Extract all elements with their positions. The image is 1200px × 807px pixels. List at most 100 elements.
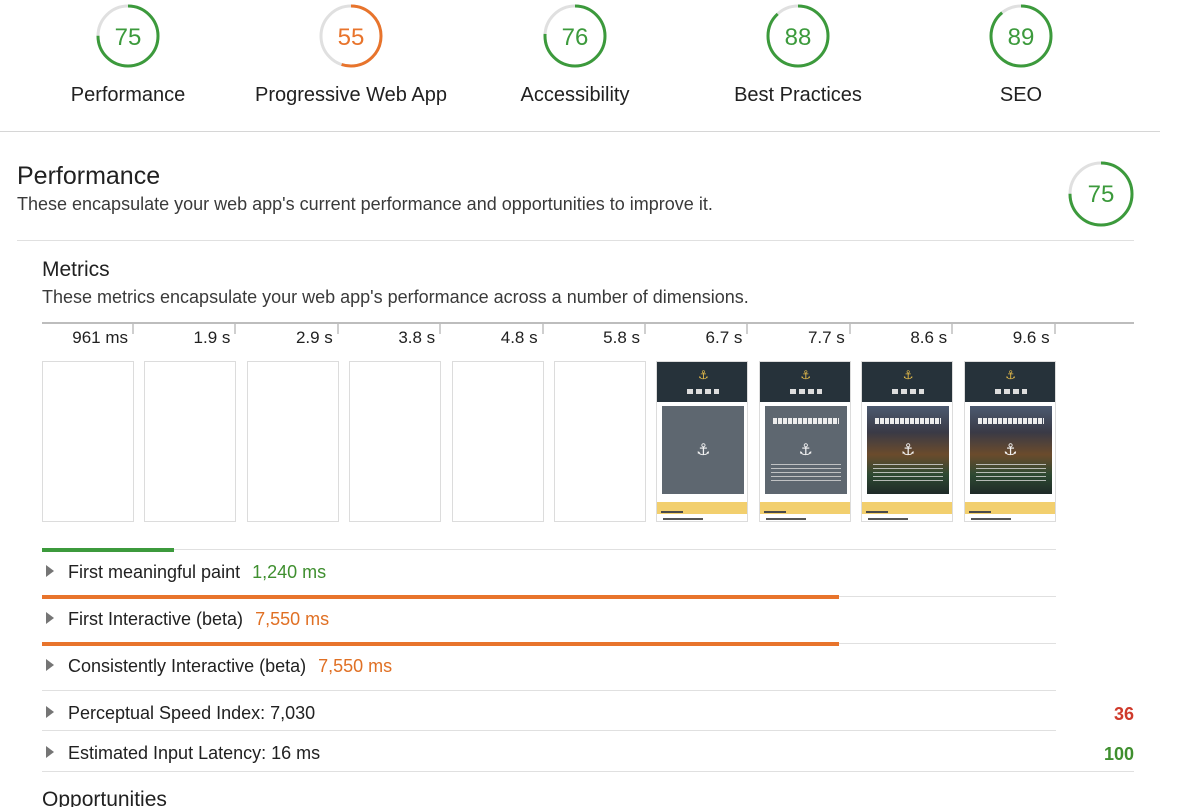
filmstrip-time-label: 1.9 s bbox=[193, 328, 231, 347]
metric-row[interactable]: Consistently Interactive (beta) 7,550 ms bbox=[42, 654, 1134, 682]
gauge-ring: 89 bbox=[989, 4, 1053, 68]
metric-divider bbox=[42, 690, 1056, 691]
timeline-tick bbox=[132, 324, 134, 334]
filmstrip-time-label: 3.8 s bbox=[398, 328, 436, 347]
frame-site-header: ⚓ bbox=[964, 362, 1055, 402]
expand-caret-icon[interactable] bbox=[46, 746, 54, 758]
metric-timeline-bar bbox=[42, 595, 839, 599]
anchor-logo-icon: ⚓ bbox=[698, 368, 709, 382]
metric-value: 7,550 ms bbox=[318, 656, 393, 676]
filmstrip-time-label: 8.6 s bbox=[910, 328, 948, 347]
metric-label: Estimated Input Latency: 16 ms bbox=[68, 743, 321, 763]
metric-timeline-bar bbox=[42, 548, 174, 552]
gauge-best-practices[interactable]: 88 Best Practices bbox=[693, 2, 903, 107]
opportunities-title: Opportunities bbox=[42, 788, 167, 807]
section-divider bbox=[17, 240, 1134, 241]
frame-footer bbox=[862, 502, 953, 514]
frame-nav bbox=[994, 389, 1027, 394]
frame-hero-text bbox=[975, 464, 1046, 482]
metric-label: Perceptual Speed Index: 7,030 bbox=[68, 703, 316, 723]
timeline-tick bbox=[644, 324, 646, 334]
frame-subfooter bbox=[663, 518, 704, 520]
gauge-label: Progressive Web App bbox=[255, 84, 447, 106]
gauge-accessibility[interactable]: 76 Accessibility bbox=[470, 2, 680, 107]
frame-nav bbox=[789, 389, 822, 394]
filmstrip-frame: ⚓ ⚓ bbox=[656, 361, 749, 522]
frame-footer-bar bbox=[968, 511, 991, 513]
frame-subfooter bbox=[868, 518, 909, 520]
metric-name: First Interactive (beta) 7,550 ms bbox=[68, 609, 329, 630]
filmstrip-frame: ⚓ ⚓ bbox=[861, 361, 954, 522]
filmstrip-frame bbox=[144, 361, 237, 522]
gauge-ring: 75 bbox=[1068, 161, 1134, 227]
frame-site-header: ⚓ bbox=[759, 362, 850, 402]
filmstrip-time-label: 9.6 s bbox=[1012, 328, 1050, 347]
gauge-score: 75 bbox=[115, 24, 142, 51]
gauge-ring: 55 bbox=[319, 4, 383, 68]
anchor-icon: ⚓ bbox=[901, 442, 916, 459]
filmstrip-time-label: 961 ms bbox=[72, 328, 128, 347]
anchor-logo-icon: ⚓ bbox=[902, 368, 914, 382]
anchor-icon: ⚓ bbox=[1003, 442, 1018, 459]
filmstrip-timeline bbox=[42, 322, 1134, 324]
gauge-score: 76 bbox=[562, 24, 589, 51]
filmstrip-frame: ⚓ ⚓ bbox=[963, 361, 1056, 522]
frame-footer-bar bbox=[763, 511, 786, 513]
metric-score: 100 bbox=[1103, 744, 1134, 764]
metrics-title: Metrics bbox=[42, 258, 110, 281]
metric-name: Consistently Interactive (beta) 7,550 ms bbox=[68, 656, 392, 677]
expand-caret-icon[interactable] bbox=[46, 565, 54, 577]
gauge-ring: 76 bbox=[543, 4, 607, 68]
metric-row[interactable]: Perceptual Speed Index: 7,030 36 bbox=[42, 701, 1134, 729]
gauge-ring: 88 bbox=[766, 4, 830, 68]
frame-footer-bar bbox=[661, 511, 684, 513]
frame-subfooter bbox=[765, 518, 806, 520]
metric-row[interactable]: Estimated Input Latency: 16 ms 100 bbox=[42, 741, 1134, 769]
frame-footer-bar bbox=[866, 511, 889, 513]
metric-name: First meaningful paint 1,240 ms bbox=[68, 562, 326, 583]
metric-label: Consistently Interactive (beta) bbox=[68, 656, 307, 676]
frame-hero-text bbox=[770, 464, 841, 482]
section-score: 75 bbox=[1088, 181, 1115, 208]
metric-row[interactable]: First meaningful paint 1,240 ms bbox=[42, 560, 1134, 588]
filmstrip-frame: ⚓ ⚓ bbox=[758, 361, 851, 522]
timeline-tick bbox=[439, 324, 442, 334]
metric-label: First meaningful paint bbox=[68, 562, 241, 582]
metric-label: First Interactive (beta) bbox=[68, 609, 244, 629]
metric-score: 36 bbox=[1113, 704, 1134, 724]
gauge-label: Performance bbox=[70, 84, 186, 106]
filmstrip-frame bbox=[451, 361, 544, 522]
timeline-tick bbox=[1053, 324, 1056, 334]
metric-name: Perceptual Speed Index: 7,030 bbox=[68, 703, 315, 724]
gauge-seo[interactable]: 89 SEO bbox=[916, 2, 1126, 107]
frame-hero-title bbox=[875, 418, 942, 424]
category-gauges: 75 Performance 55 Progressive Web App 76… bbox=[0, 0, 1160, 132]
frame-hero: ⚓ bbox=[867, 406, 950, 494]
frame-nav bbox=[892, 389, 925, 394]
filmstrip-frame bbox=[554, 361, 646, 522]
metric-value: 7,550 ms bbox=[255, 609, 330, 629]
gauge-performance[interactable]: 75 Performance bbox=[23, 2, 233, 107]
filmstrip-time-label: 5.8 s bbox=[603, 328, 640, 347]
metric-row[interactable]: First Interactive (beta) 7,550 ms bbox=[42, 607, 1134, 635]
expand-caret-icon[interactable] bbox=[46, 612, 54, 624]
frame-site-header: ⚓ bbox=[862, 362, 953, 402]
metric-timeline-bar bbox=[42, 642, 839, 646]
anchor-logo-icon: ⚓ bbox=[1005, 368, 1016, 382]
gauge-score: 89 bbox=[1008, 24, 1035, 51]
anchor-icon: ⚓ bbox=[798, 442, 813, 459]
section-score-gauge: 75 bbox=[1066, 159, 1136, 234]
metric-name: Estimated Input Latency: 16 ms bbox=[68, 743, 320, 764]
timeline-tick bbox=[848, 324, 851, 334]
gauge-label: Accessibility bbox=[520, 84, 630, 106]
frame-hero: ⚓ bbox=[662, 406, 745, 494]
gauge-pwa[interactable]: 55 Progressive Web App bbox=[246, 2, 456, 107]
filmstrip-frame bbox=[42, 361, 134, 522]
expand-caret-icon[interactable] bbox=[46, 706, 54, 718]
frame-subfooter bbox=[970, 518, 1011, 520]
gauge-score: 88 bbox=[785, 24, 812, 51]
metrics-description: These metrics encapsulate your web app's… bbox=[42, 287, 749, 307]
frame-nav bbox=[687, 389, 720, 394]
anchor-logo-icon: ⚓ bbox=[800, 368, 812, 382]
expand-caret-icon[interactable] bbox=[46, 659, 54, 671]
